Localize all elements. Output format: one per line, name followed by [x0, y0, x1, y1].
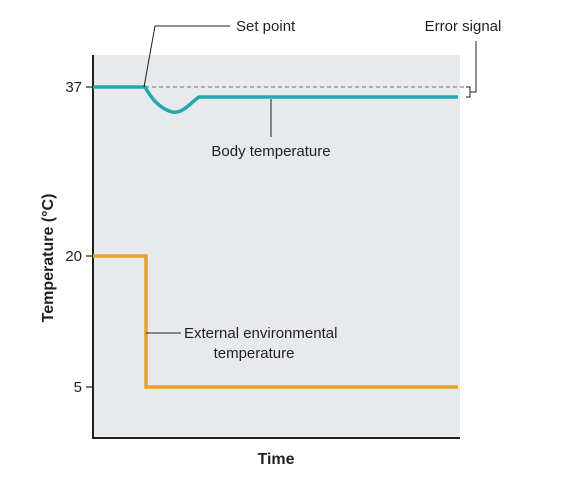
y-tick-label-20: 20: [65, 248, 82, 265]
set-point-leader: [143, 25, 230, 88]
body-temperature-line: [93, 85, 458, 114]
y-axis-title: Temperature (°C): [40, 194, 57, 323]
y-tick-label-37: 37: [65, 79, 82, 96]
x-axis-title: Time: [257, 451, 294, 468]
error-signal-label: Error signal: [425, 18, 502, 35]
external-temperature-label-line2: temperature: [214, 345, 295, 362]
error-signal-bracket: [466, 86, 471, 98]
error-signal-leader: [470, 41, 477, 93]
external-temperature-label-line1: External environmental: [184, 325, 337, 342]
set-point-label: Set point: [236, 18, 296, 35]
plot-panel: [93, 55, 460, 438]
y-tick-label-5: 5: [74, 379, 82, 396]
body-temperature-label: Body temperature: [211, 143, 330, 160]
external-temperature-line: [93, 254, 458, 389]
